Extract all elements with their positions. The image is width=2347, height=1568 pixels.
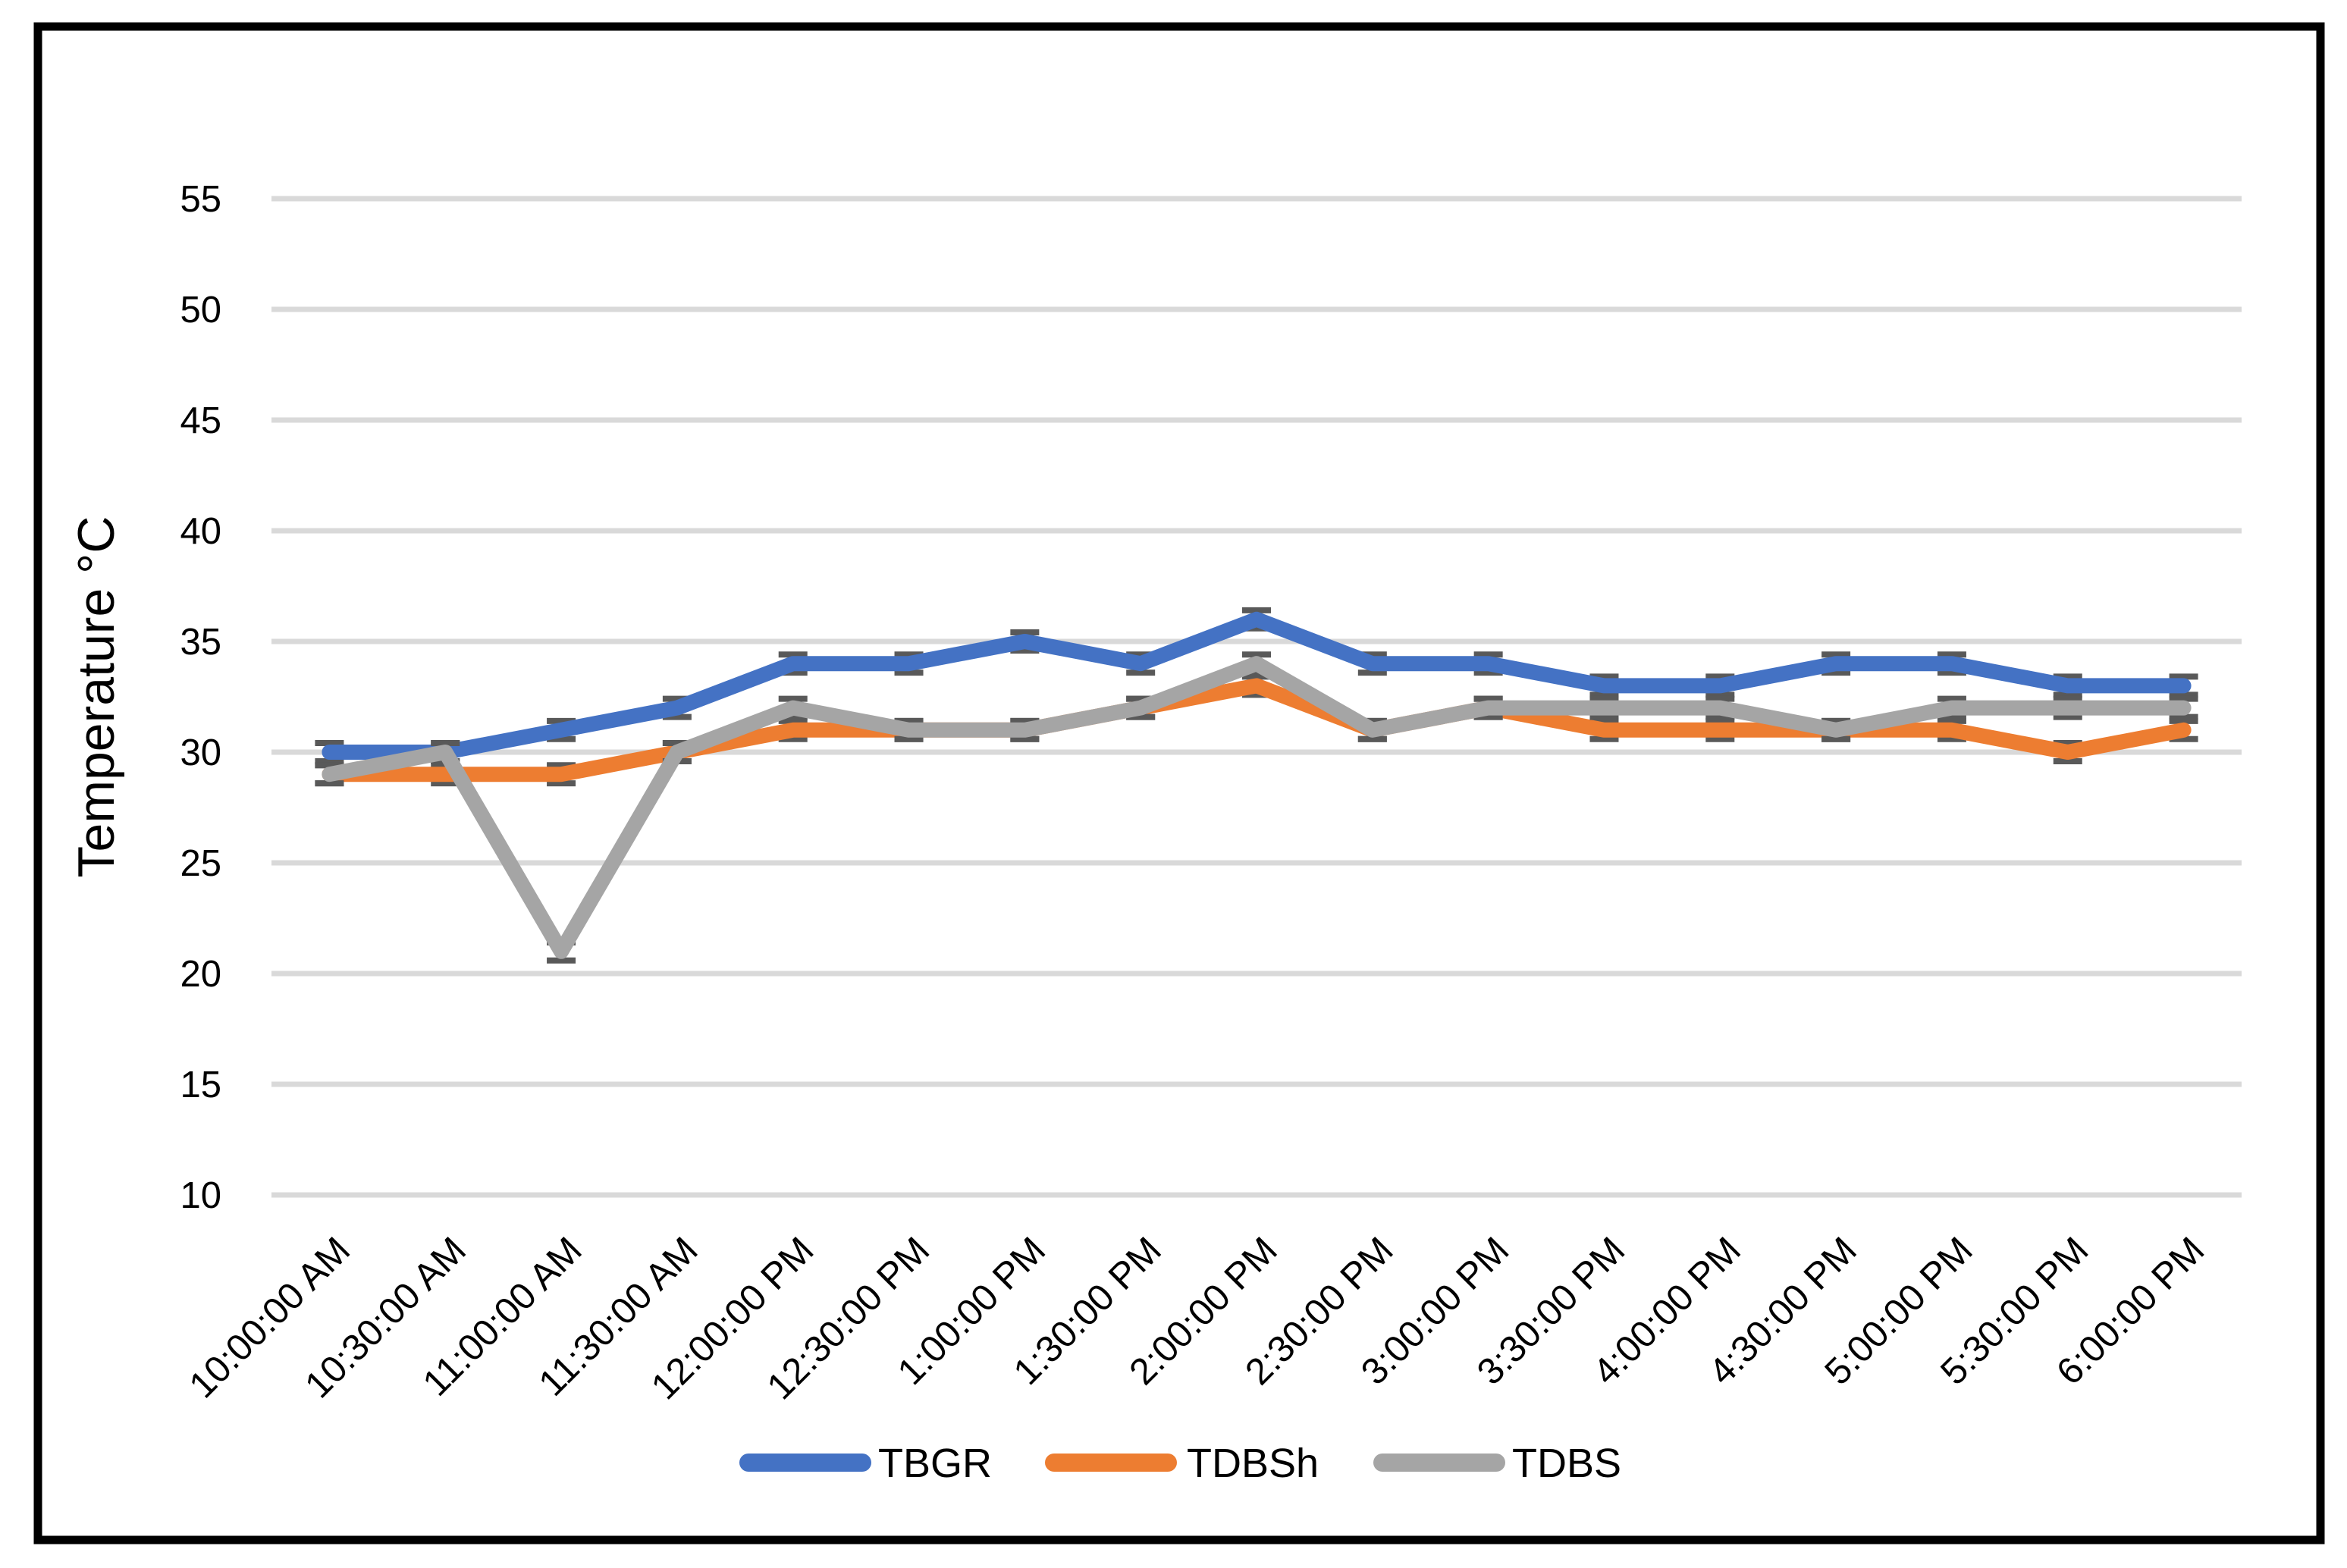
series-line-tdbs [322, 656, 2192, 959]
legend-label-tbgr: TBGR [878, 1441, 992, 1486]
y-tick-label: 55 [180, 179, 221, 220]
legend: TBGR TDBSh TDBS [739, 1441, 1621, 1486]
y-tick-label: 40 [180, 511, 221, 552]
y-tick-label: 10 [180, 1175, 221, 1216]
y-tick-label: 15 [180, 1065, 221, 1105]
legend-label-tdbs: TDBS [1512, 1441, 1621, 1486]
data-series [315, 607, 2198, 964]
y-tick-label: 45 [180, 400, 221, 441]
y-tick-label: 35 [180, 622, 221, 663]
figure-border [33, 22, 2325, 1544]
series-line-tdbsh [322, 678, 2192, 782]
error-bars-tdbs [315, 651, 2198, 964]
y-tick-label: 30 [180, 732, 221, 773]
y-tick-label: 50 [180, 290, 221, 331]
legend-label-tdbsh: TDBSh [1187, 1441, 1319, 1486]
y-axis-title: Temperature °C [67, 516, 125, 878]
y-tick-label: 20 [180, 954, 221, 995]
y-tick-label: 25 [180, 843, 221, 884]
gridlines [271, 196, 2242, 1198]
series-line-tbgr [322, 611, 2192, 760]
y-axis-tick-labels: 10 15 20 25 30 35 40 45 50 55 [180, 179, 221, 1216]
